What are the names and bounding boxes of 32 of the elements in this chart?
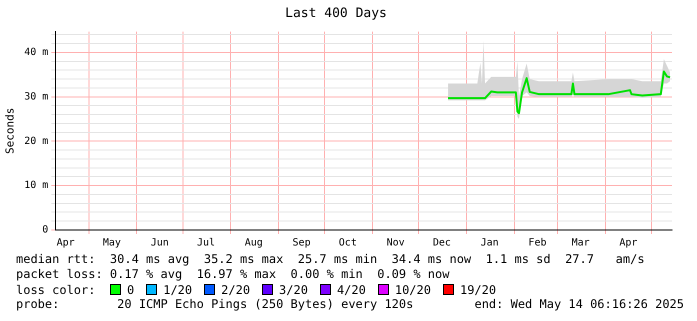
text: 19/20	[460, 282, 496, 296]
x-tick-label: Nov	[386, 238, 405, 249]
x-tick-label: Dec	[432, 238, 451, 249]
text: 10/20	[394, 282, 431, 296]
text: end: Wed May 14 06:16:26 2025	[474, 297, 684, 312]
text: median rtt: 30.4 ms avg 35.2 ms max 25.7 ms min 34.4 ms now 1.1 ms sd 27.7 am/s	[16, 252, 646, 267]
y-tick-label: 40 m	[24, 47, 48, 58]
y-axis-title: Seconds	[3, 108, 16, 154]
x-tick-label: Feb	[528, 238, 546, 249]
x-tick-label: May	[102, 238, 121, 249]
x-tick-label: Oct	[338, 238, 357, 249]
text: 4/20	[336, 282, 366, 296]
y-tick-label: 10 m	[24, 180, 48, 192]
text: 1/20	[163, 282, 192, 296]
y-tick-label: 0	[42, 224, 48, 236]
text: 2/20	[221, 282, 250, 296]
x-tick-label: Jan	[480, 238, 499, 249]
x-tick-label: Aug	[244, 238, 263, 249]
chart-title: Last 400 Days	[285, 6, 387, 22]
y-tick-label: 30 m	[24, 91, 48, 102]
text: probe: 20 ICMP Echo Pings (250 Bytes) every 120s	[16, 297, 414, 312]
x-tick-label: Jun	[150, 238, 169, 249]
text: 0	[127, 282, 134, 296]
x-tick-label: Jul	[196, 238, 216, 249]
text: 3/20	[279, 282, 308, 296]
y-tick-label: 20 m	[24, 136, 48, 147]
text: packet loss: 0.17 % avg 16.97 % max 0.00 % min 0.09 % now	[16, 267, 450, 282]
text: loss color:	[16, 282, 96, 296]
x-tick-label: Apr	[619, 238, 638, 249]
x-tick-label: Mar	[572, 238, 590, 249]
x-tick-label: Sep	[292, 238, 311, 249]
x-tick-label: Apr	[56, 238, 75, 249]
